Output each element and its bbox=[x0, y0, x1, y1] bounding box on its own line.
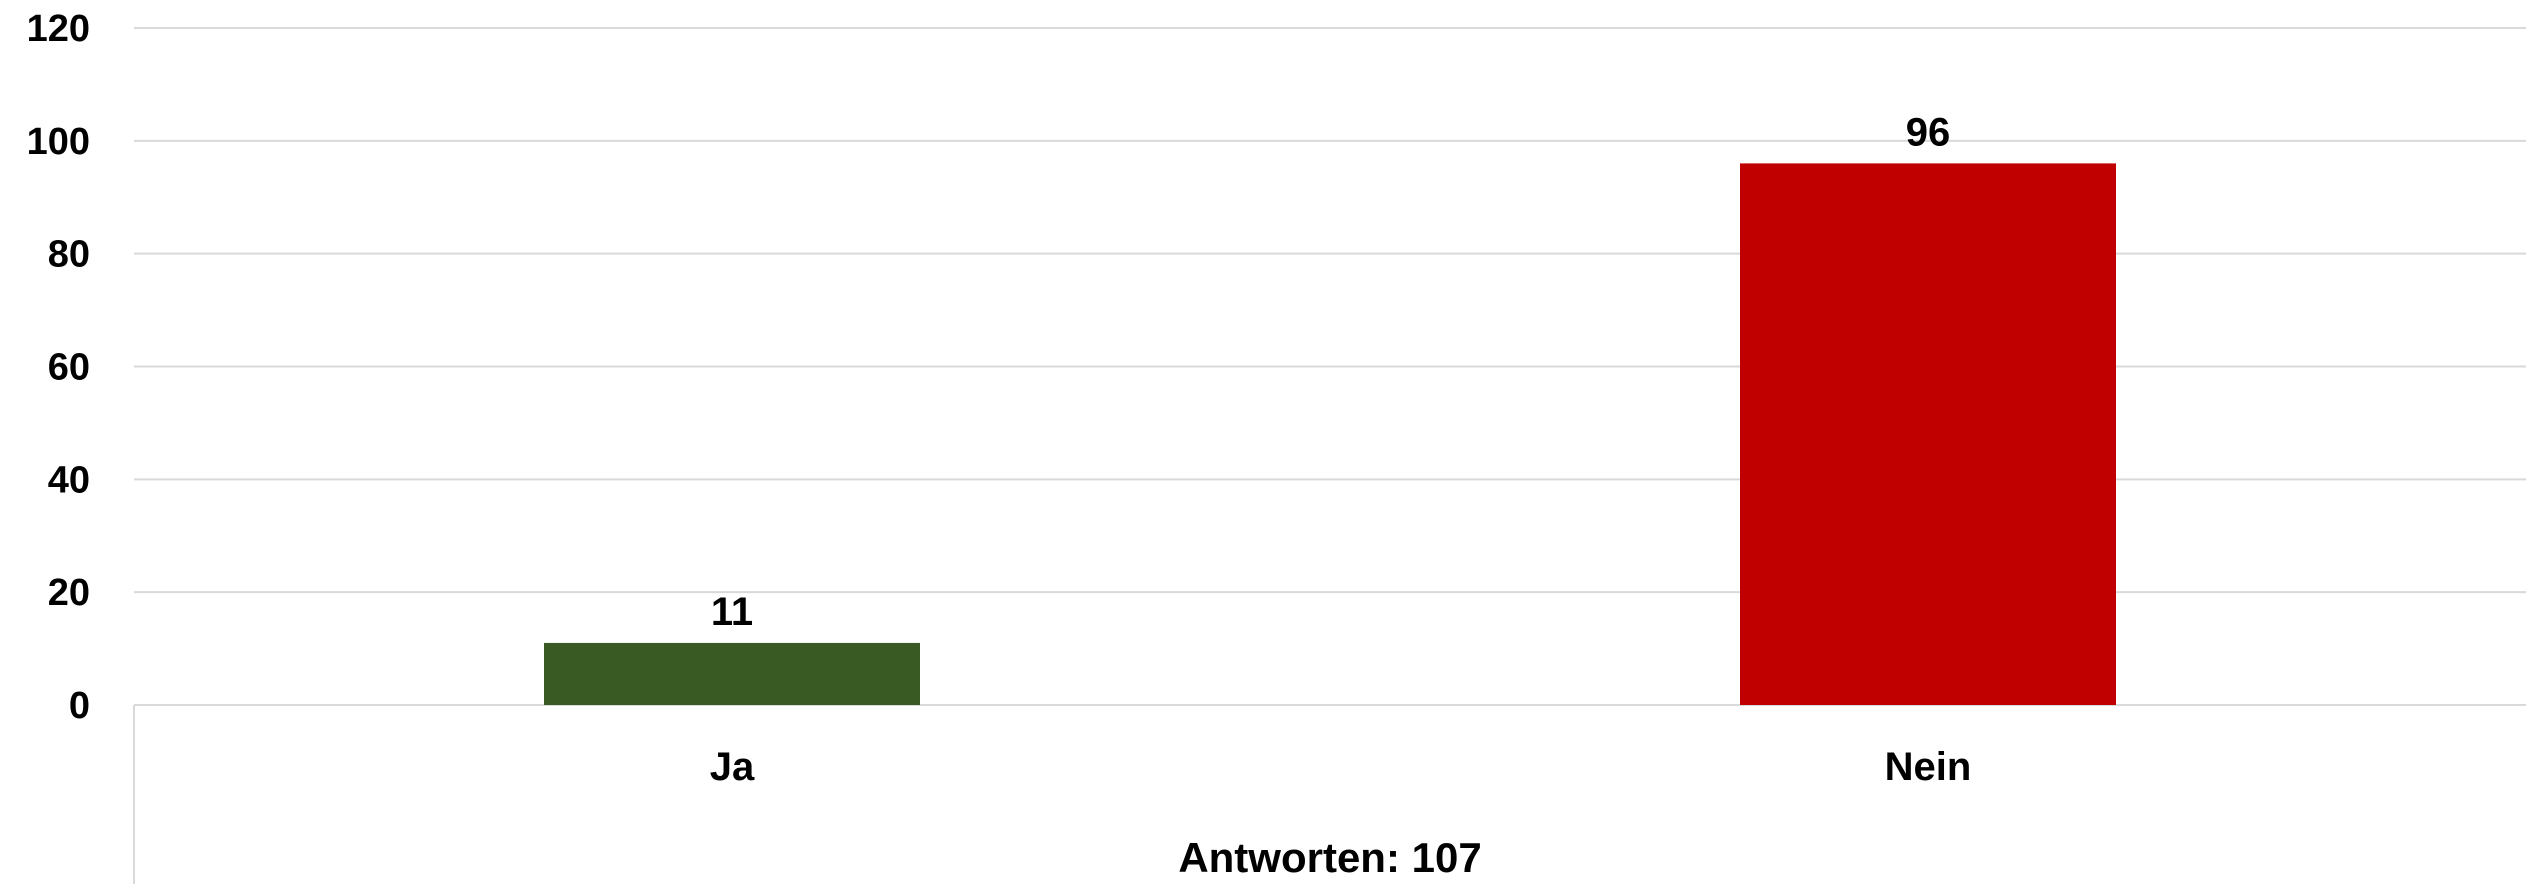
labels: 0 20 40 60 80 100 120 11 Ja 96 Nein bbox=[27, 8, 1972, 789]
y-tick-label: 100 bbox=[27, 121, 90, 163]
y-tick-label: 20 bbox=[48, 572, 90, 614]
data-label-nein: 96 bbox=[1906, 110, 1951, 154]
bars bbox=[544, 163, 2116, 705]
x-tick-label-ja: Ja bbox=[710, 745, 755, 789]
x-tick-label-nein: Nein bbox=[1885, 745, 1972, 789]
y-tick-label: 80 bbox=[48, 234, 90, 276]
data-label-ja: 11 bbox=[711, 590, 753, 634]
gridlines bbox=[134, 27, 2526, 706]
x-axis-title: Antworten: 107 bbox=[1178, 834, 1481, 881]
y-tick-label: 0 bbox=[69, 685, 90, 727]
y-tick-label: 120 bbox=[27, 8, 90, 50]
bar-nein bbox=[1740, 163, 2116, 705]
y-tick-label: 60 bbox=[48, 347, 90, 389]
y-tick-label: 40 bbox=[48, 459, 90, 501]
bar-ja bbox=[544, 642, 920, 705]
